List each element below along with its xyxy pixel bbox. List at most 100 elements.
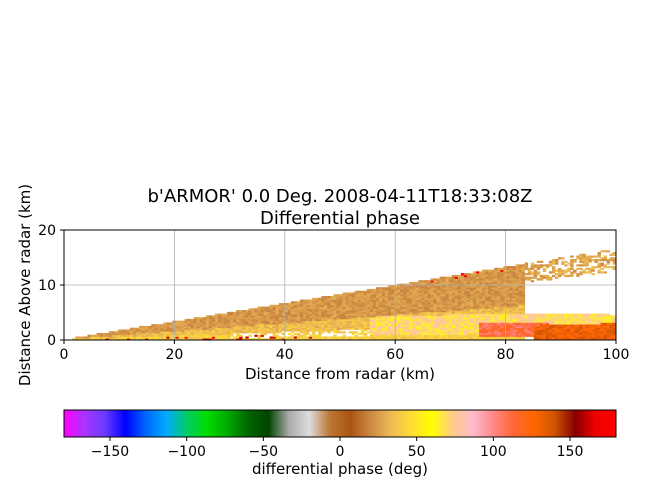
radar-cell <box>579 271 583 274</box>
radar-cell <box>354 311 359 314</box>
radar-cell <box>236 324 240 327</box>
radar-cell <box>539 313 544 316</box>
radar-cell <box>205 338 210 340</box>
radar-cell <box>278 313 283 316</box>
radar-cell <box>214 334 219 337</box>
radar-cell <box>488 271 492 274</box>
radar-cell <box>445 318 450 322</box>
radar-cell <box>372 331 377 334</box>
radar-cell <box>603 332 608 336</box>
radar-cell <box>527 334 532 337</box>
radar-cell <box>451 287 456 290</box>
radar-cell <box>181 336 186 339</box>
radar-cell <box>400 318 404 322</box>
radar-cell <box>494 287 498 290</box>
radar-cell <box>454 303 459 306</box>
radar-cell <box>521 280 526 283</box>
radar-cell <box>381 327 386 330</box>
radar-cell <box>333 303 337 306</box>
radar-cell <box>603 264 608 267</box>
radar-cell <box>415 304 419 307</box>
radar-cell <box>476 317 480 320</box>
radar-cell <box>479 290 483 293</box>
radar-cell <box>542 332 547 336</box>
radar-cell <box>512 285 516 288</box>
radar-cell <box>251 329 255 332</box>
radar-cell <box>485 324 489 327</box>
radar-cell <box>342 297 346 300</box>
radar-cell <box>354 315 359 318</box>
radar-cell <box>415 310 419 313</box>
radar-cell <box>488 332 492 336</box>
radar-cell <box>551 320 556 323</box>
radar-cell <box>503 280 507 283</box>
radar-cell <box>427 299 431 302</box>
radar-cell <box>318 299 322 302</box>
radar-cell <box>460 301 465 304</box>
radar-cell <box>117 338 122 340</box>
radar-cell <box>366 299 371 302</box>
radar-cell <box>427 281 431 285</box>
radar-cell <box>299 315 304 318</box>
radar-cell <box>473 313 477 316</box>
radar-cell <box>369 296 374 299</box>
radar-cell <box>351 331 356 334</box>
radar-cell <box>476 290 480 293</box>
radar-cell <box>96 334 101 337</box>
radar-cell <box>533 325 538 329</box>
radar-cell <box>375 292 380 295</box>
radar-cell <box>384 299 389 302</box>
radar-cell <box>236 327 240 330</box>
radar-cell <box>539 325 544 329</box>
radar-cell <box>436 322 441 325</box>
radar-cell <box>330 313 334 316</box>
radar-cell <box>139 334 143 337</box>
radar-cell <box>160 334 164 337</box>
radar-cell <box>476 322 480 325</box>
radar-cell <box>272 327 277 330</box>
radar-cell <box>427 294 431 297</box>
radar-cell <box>454 301 459 304</box>
radar-cell <box>424 290 428 293</box>
radar-cell <box>375 290 380 293</box>
radar-cell <box>230 320 234 323</box>
radar-cell <box>293 308 298 311</box>
radar-cell <box>430 296 434 299</box>
radar-cell <box>515 285 519 288</box>
radar-cell <box>388 332 392 336</box>
radar-cell <box>512 301 516 304</box>
radar-cell <box>290 320 295 323</box>
radar-cell <box>281 311 286 314</box>
radar-cell <box>454 329 459 332</box>
radar-cell <box>381 318 386 322</box>
radar-cell <box>466 306 471 309</box>
radar-cell <box>397 320 401 323</box>
radar-cell <box>424 322 428 325</box>
radar-cell <box>263 315 267 318</box>
radar-cell <box>500 269 504 272</box>
radar-cell <box>579 315 583 318</box>
radar-cell <box>530 280 535 283</box>
radar-cell <box>363 297 368 300</box>
radar-cell <box>591 317 595 320</box>
radar-cell <box>463 318 468 322</box>
radar-cell <box>78 336 82 339</box>
radar-cell <box>406 317 410 320</box>
radar-cell <box>466 338 471 340</box>
radar-cell <box>491 299 495 302</box>
radar-cell <box>545 313 550 316</box>
radar-cell <box>606 332 611 336</box>
radar-cell <box>515 310 519 313</box>
radar-cell <box>248 317 252 320</box>
radar-cell <box>318 325 322 329</box>
radar-cell <box>430 304 434 307</box>
radar-cell <box>384 310 389 313</box>
radar-cell <box>421 306 425 309</box>
radar-cell <box>357 299 362 302</box>
radar-cell <box>521 303 526 306</box>
radar-cell <box>451 306 456 309</box>
radar-cell <box>485 331 489 334</box>
radar-cell <box>306 308 310 311</box>
radar-cell <box>233 336 237 339</box>
radar-cell <box>375 301 380 304</box>
